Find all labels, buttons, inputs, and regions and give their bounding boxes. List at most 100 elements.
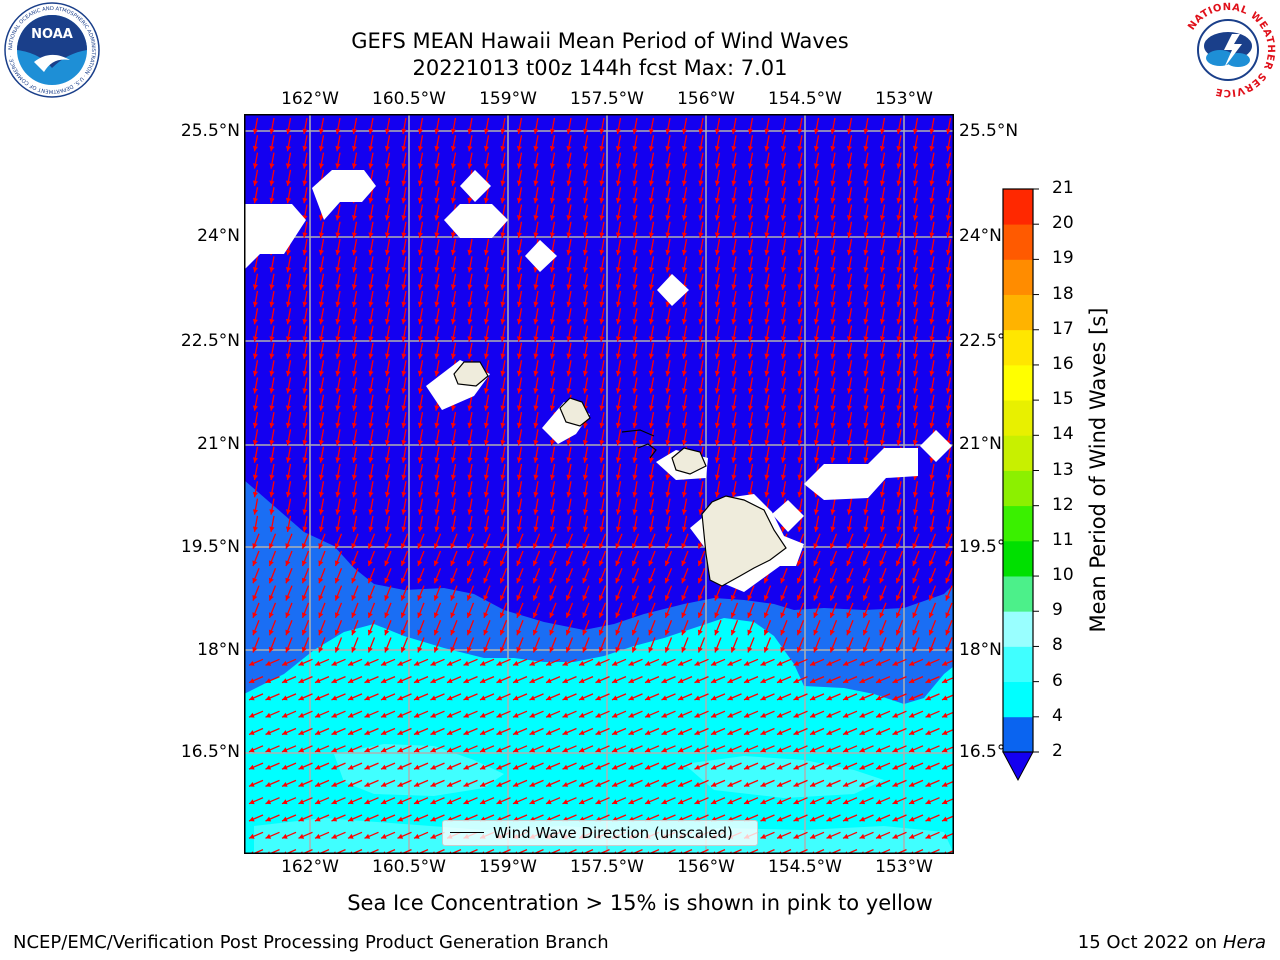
wave-direction-arrowhead <box>595 782 602 787</box>
wave-direction-arrowhead <box>879 370 885 377</box>
wave-direction-arrowhead <box>945 422 951 429</box>
wave-direction-arrowhead <box>351 509 357 515</box>
wave-direction-arrowhead <box>780 370 786 377</box>
wave-direction-arrowhead <box>265 678 272 683</box>
wave-direction-arrowhead <box>645 730 651 735</box>
wave-direction-arrowhead <box>929 318 935 325</box>
wave-direction-arrowhead <box>612 764 618 770</box>
wave-direction-arrowhead <box>632 145 638 152</box>
wave-direction-arrowhead <box>711 712 717 718</box>
wave-direction-arrowhead <box>434 284 440 290</box>
wave-direction-arrowhead <box>764 145 770 152</box>
wave-direction-arrowhead <box>678 730 684 735</box>
wave-direction-arrowhead <box>335 163 341 169</box>
period-band-6-8 <box>334 744 504 796</box>
wave-direction-arrowhead <box>582 474 588 480</box>
wave-direction-arrowhead <box>467 491 473 498</box>
wave-direction-arrowhead <box>876 678 882 683</box>
wave-direction-arrowhead <box>417 370 423 377</box>
wave-direction-arrowhead <box>533 163 539 169</box>
wave-direction-arrowhead <box>434 249 440 256</box>
wave-direction-arrowhead <box>648 215 654 221</box>
wave-direction-arrowhead <box>302 336 308 342</box>
wave-direction-arrowhead <box>830 145 836 152</box>
wave-direction-arrowhead <box>793 764 800 770</box>
wave-direction-arrowhead <box>499 577 505 584</box>
wave-direction-arrowhead <box>615 284 621 290</box>
wave-direction-arrowhead <box>549 301 555 307</box>
wave-direction-arrowhead <box>648 301 654 307</box>
wave-direction-arrowhead <box>252 128 258 134</box>
wave-direction-arrowhead <box>615 145 621 152</box>
wave-direction-arrowhead <box>764 405 770 411</box>
wave-direction-arrowhead <box>582 370 588 377</box>
wave-direction-arrowhead <box>384 405 390 411</box>
wave-direction-arrowhead <box>483 318 489 325</box>
wave-direction-arrowhead <box>631 560 637 566</box>
wave-direction-arrowhead <box>252 405 258 411</box>
colorbar-band <box>1003 364 1033 401</box>
wave-direction-arrowhead <box>302 422 308 429</box>
wave-direction-arrowhead <box>698 197 704 204</box>
wave-direction-arrowhead <box>364 730 371 735</box>
wave-direction-arrowhead <box>896 491 902 498</box>
wave-direction-arrowhead <box>698 422 704 429</box>
wave-direction-arrowhead <box>500 457 506 463</box>
wave-direction-arrowhead <box>895 629 901 636</box>
wave-direction-arrowhead <box>450 440 456 446</box>
wave-direction-arrowhead <box>430 782 437 787</box>
wave-direction-arrowhead <box>397 816 404 822</box>
wave-direction-arrowhead <box>595 730 602 735</box>
wave-direction-arrowhead <box>731 232 737 238</box>
wave-direction-arrowhead <box>368 145 374 152</box>
wave-direction-arrowhead <box>731 249 737 256</box>
wave-direction-arrowhead <box>681 388 687 394</box>
wave-direction-arrowhead <box>843 799 849 805</box>
wave-direction-arrowhead <box>909 678 915 683</box>
wave-direction-arrowhead <box>615 318 621 325</box>
wave-direction-arrowhead <box>846 301 852 307</box>
wave-direction-arrowhead <box>364 764 371 770</box>
wave-direction-arrowhead <box>928 595 934 601</box>
wave-direction-arrowhead <box>368 215 374 221</box>
wave-direction-arrowhead <box>612 660 618 666</box>
wave-direction-arrowhead <box>368 301 374 307</box>
wave-direction-arrowhead <box>285 543 291 549</box>
wave-direction-arrowhead <box>714 388 720 394</box>
wave-direction-arrowhead <box>516 457 522 463</box>
wave-direction-arrowhead <box>615 197 621 204</box>
wave-direction-arrowhead <box>384 145 390 152</box>
wave-direction-arrowhead <box>912 577 918 584</box>
wave-direction-arrowhead <box>364 678 371 683</box>
wave-direction-arrowhead <box>632 526 638 532</box>
wave-direction-arrowhead <box>599 128 605 134</box>
wave-direction-arrowhead <box>612 678 618 683</box>
wave-direction-arrowhead <box>566 509 572 515</box>
wave-direction-arrowhead <box>595 747 602 753</box>
wave-direction-arrowhead <box>909 730 915 735</box>
wave-direction-arrowhead <box>664 629 670 636</box>
wave-direction-arrowhead <box>731 284 737 290</box>
wave-direction-arrowhead <box>632 180 638 186</box>
wave-direction-arrowhead <box>698 249 704 256</box>
wave-direction-arrowhead <box>793 799 800 805</box>
map-gridlines <box>244 114 954 854</box>
lon-tick-top-4: 157.5°W <box>570 89 644 109</box>
wave-direction-arrowhead <box>714 422 720 429</box>
wave-direction-arrowhead <box>368 163 374 169</box>
wave-direction-arrowhead <box>318 543 324 549</box>
wave-direction-arrowhead <box>912 646 918 653</box>
wave-direction-arrowhead <box>430 833 437 839</box>
colorbar-tick-label: 18 <box>1052 283 1074 304</box>
wave-direction-arrowhead <box>533 197 539 204</box>
wave-direction-arrowhead <box>648 595 654 601</box>
wave-direction-arrowhead <box>797 163 803 169</box>
wave-direction-arrowhead <box>364 816 371 822</box>
wave-direction-arrowhead <box>747 457 753 463</box>
wave-direction-arrowhead <box>384 301 390 307</box>
wave-direction-arrowhead <box>859 730 866 735</box>
wave-direction-arrowhead <box>797 491 803 498</box>
wave-direction-arrowhead <box>417 128 423 134</box>
wave-direction-arrowhead <box>285 422 291 429</box>
wave-direction-arrowhead <box>285 336 291 342</box>
